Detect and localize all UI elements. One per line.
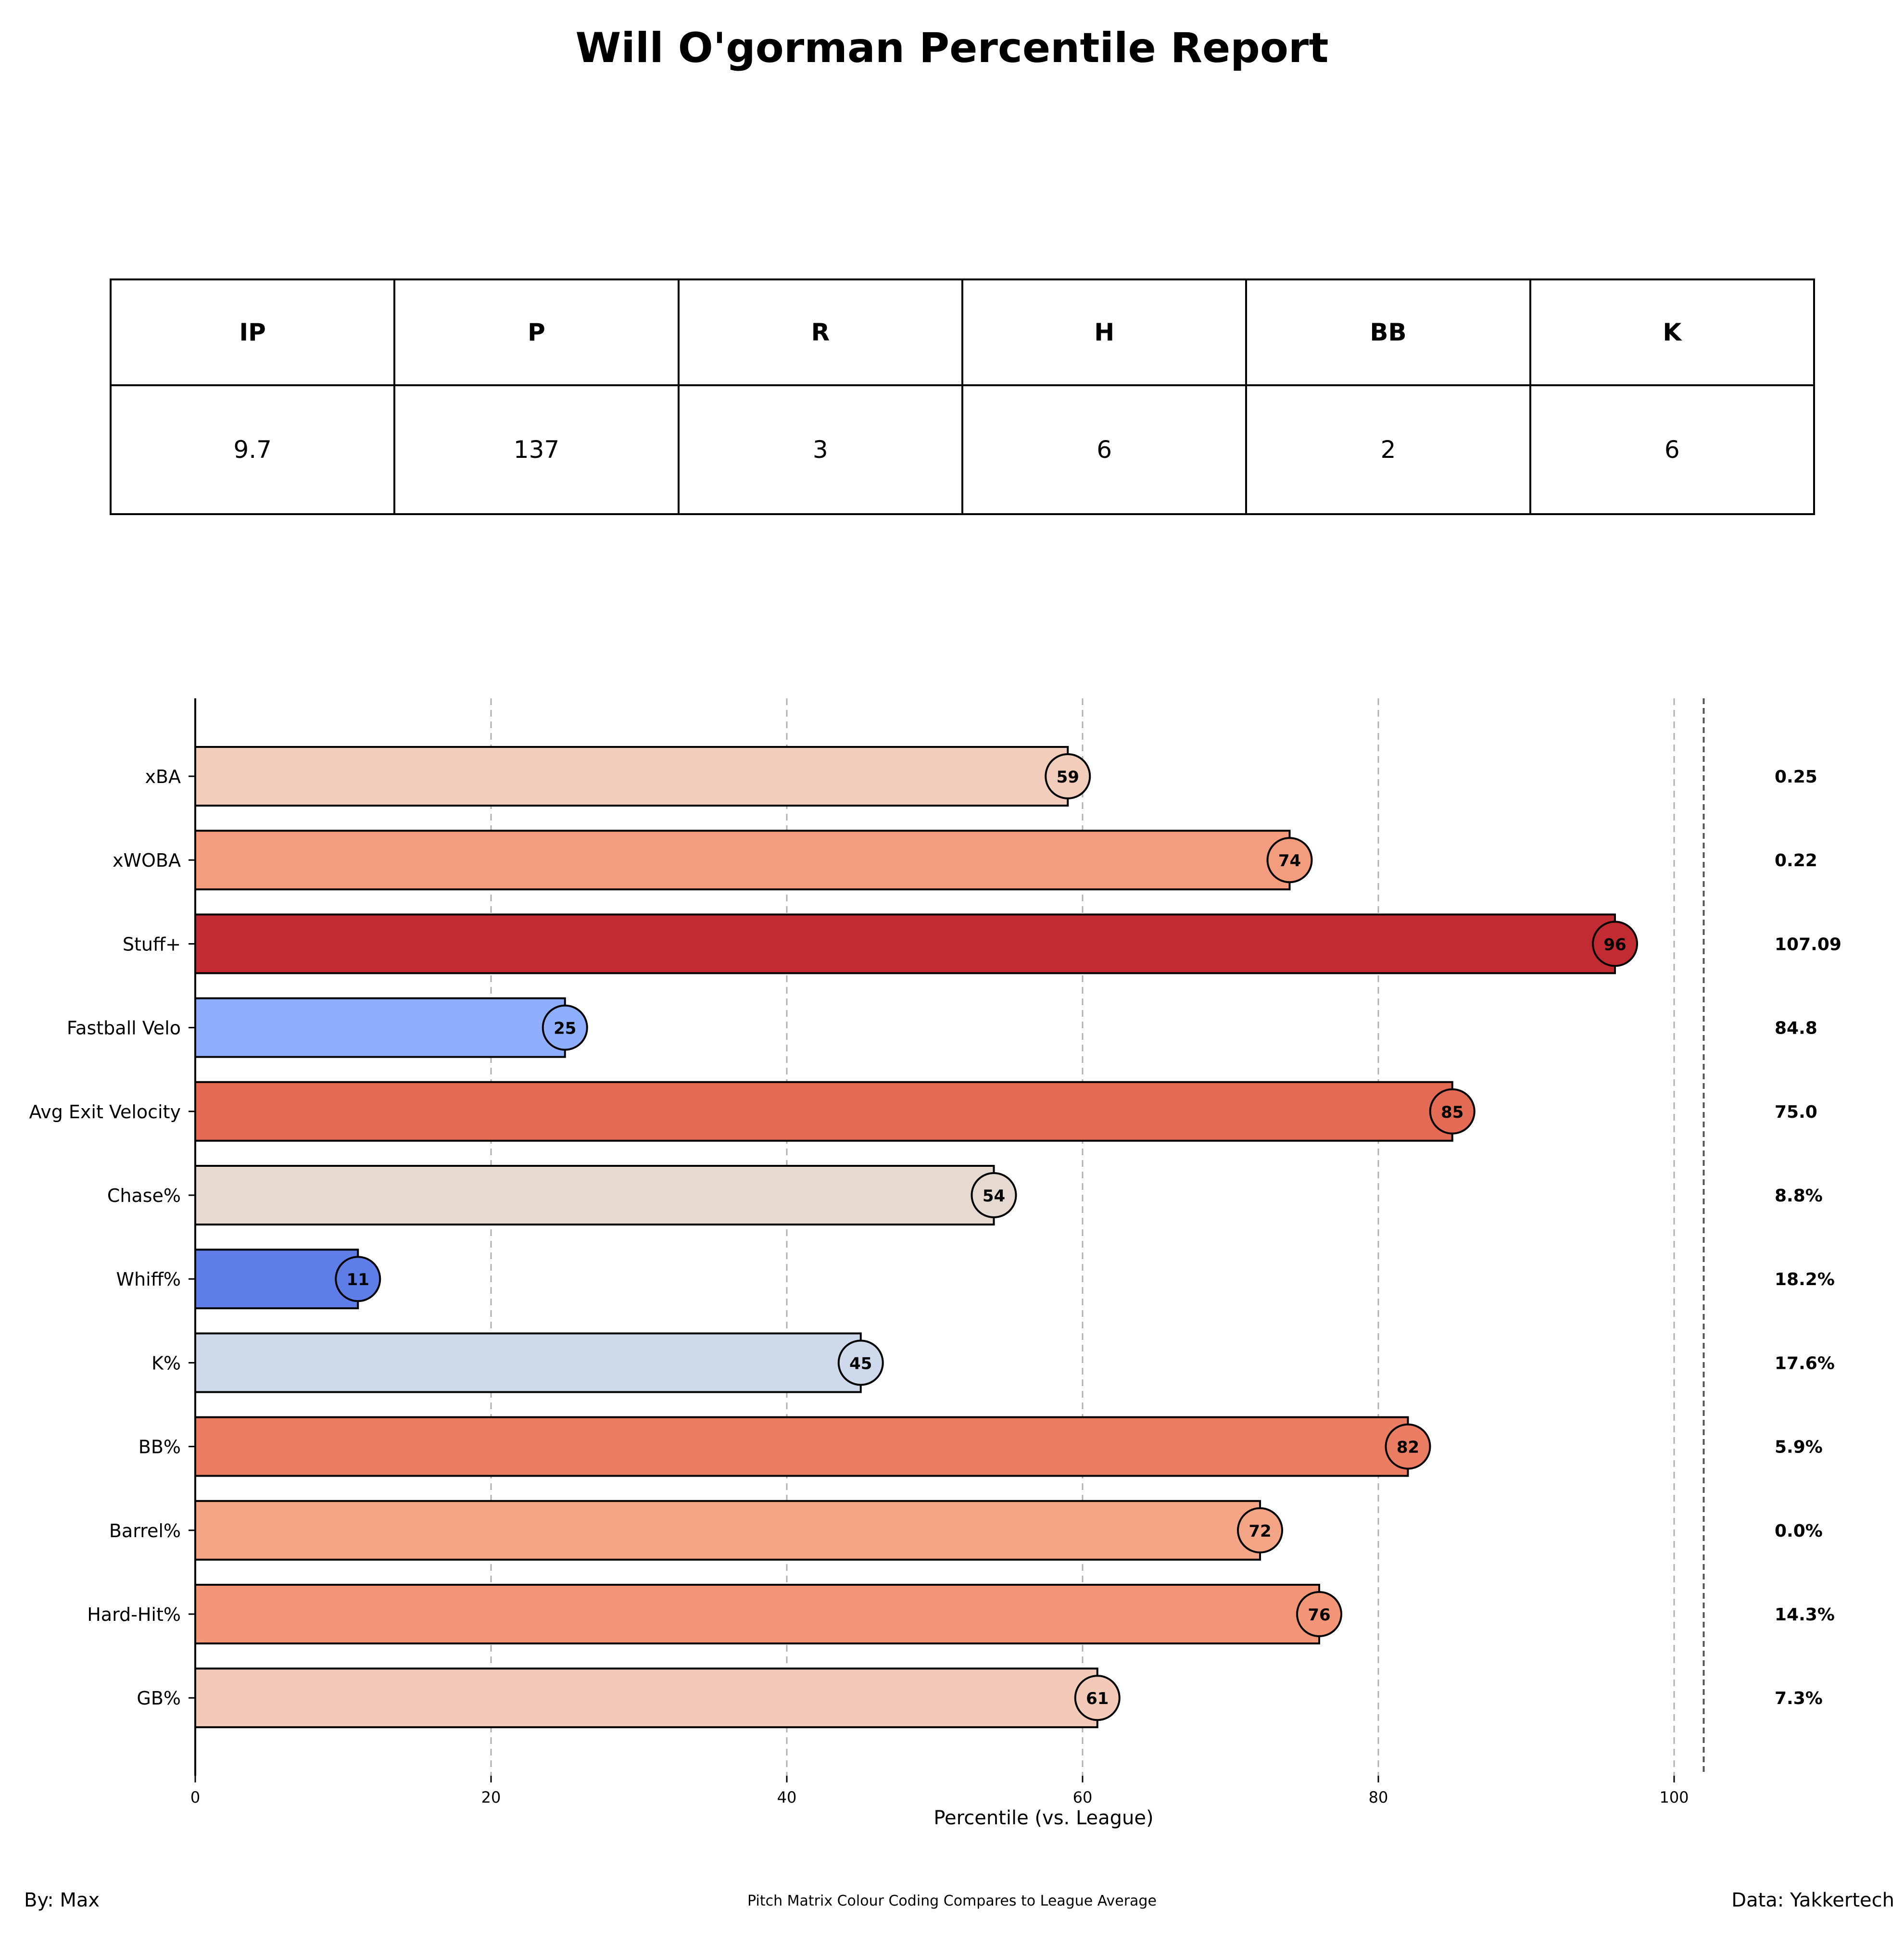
bar-value-label: 96	[1603, 935, 1626, 954]
category-label: xBA	[145, 766, 181, 787]
bar-value-label: 45	[849, 1354, 872, 1373]
stats-value-cell: 6	[961, 384, 1248, 515]
bar	[194, 1416, 1409, 1477]
stats-header-cell: R	[677, 278, 963, 386]
page-title: Will O'gorman Percentile Report	[575, 24, 1329, 72]
x-tick-label: 80	[1369, 1788, 1388, 1806]
category-label: Chase%	[107, 1185, 181, 1206]
x-tick-label: 40	[777, 1788, 797, 1806]
category-label: GB%	[137, 1688, 181, 1709]
raw-stat-label: 0.22	[1775, 851, 1817, 871]
raw-stat-label: 75.0	[1775, 1102, 1817, 1122]
bar-end-marker	[1592, 921, 1638, 967]
bar-end-marker	[1237, 1507, 1283, 1553]
category-label: Whiff%	[116, 1269, 181, 1290]
bar-value-label: 59	[1057, 768, 1079, 787]
bar-end-marker	[1266, 837, 1313, 884]
axes: 0 20 40 60 80 100 xBA xWOBA Stuff+ Fastball Velo A…	[29, 698, 1689, 1806]
raw-stat-label: 17.6%	[1775, 1353, 1835, 1373]
raw-stat-label: 84.8	[1775, 1019, 1817, 1038]
raw-stat-label: 14.3%	[1775, 1605, 1835, 1625]
raw-stat-label: 0.25	[1775, 767, 1817, 787]
bar-value-label: 82	[1397, 1438, 1419, 1457]
bar	[194, 1165, 995, 1225]
stats-value-cell: 9.7	[109, 384, 396, 515]
stats-header-cell: IP	[109, 278, 396, 386]
bars: 59 0.25 74 0.22 96 107.09 25 84.8 85 75.0 54 8.8% 11…	[194, 746, 1841, 1729]
bar-end-marker	[1074, 1675, 1121, 1721]
bar	[194, 1081, 1453, 1142]
stats-header-cell: BB	[1245, 278, 1531, 386]
bar-end-marker	[837, 1339, 884, 1386]
raw-stat-label: 18.2%	[1775, 1270, 1835, 1289]
bar	[194, 913, 1616, 974]
category-label: Barrel%	[109, 1520, 181, 1541]
stats-value-cell: 2	[1245, 384, 1531, 515]
raw-stat-label: 107.09	[1775, 935, 1841, 954]
x-tick-label: 20	[481, 1788, 501, 1806]
bar	[194, 746, 1069, 807]
category-label: K%	[151, 1352, 181, 1374]
raw-stat-label: 7.3%	[1775, 1689, 1823, 1708]
bar	[194, 1500, 1261, 1561]
category-label: Avg Exit Velocity	[29, 1101, 181, 1123]
category-label: BB%	[139, 1437, 181, 1458]
category-label: xWOBA	[113, 850, 181, 871]
bar-end-marker	[335, 1256, 381, 1302]
raw-stat-label: 5.9%	[1775, 1438, 1823, 1457]
raw-stat-label: 0.0%	[1775, 1521, 1823, 1541]
bar	[194, 830, 1291, 891]
stats-header-cell: K	[1529, 278, 1816, 386]
stats-value-row: 9.7 137 3 6 2 6	[109, 384, 1816, 515]
bar-value-label: 74	[1278, 851, 1301, 871]
bar	[194, 1667, 1098, 1729]
bar	[194, 1249, 359, 1310]
raw-stat-label: 8.8%	[1775, 1186, 1823, 1206]
footer-author: By: Max	[24, 1889, 100, 1911]
stats-header-cell: H	[961, 278, 1248, 386]
category-label: Fastball Velo	[67, 1018, 181, 1039]
bar-value-label: 54	[983, 1187, 1005, 1206]
x-tick-label: 0	[190, 1788, 200, 1806]
bar	[194, 997, 566, 1058]
bar-value-label: 72	[1248, 1522, 1271, 1541]
stats-value-cell: 137	[393, 384, 680, 515]
bar	[194, 1584, 1320, 1644]
x-tick-label: 100	[1659, 1788, 1689, 1806]
x-axis-label: Percentile (vs. League)	[933, 1807, 1153, 1829]
stats-table: IP P R H BB K 9.7 137 3 6 2 6	[109, 278, 1816, 515]
stats-header-row: IP P R H BB K	[109, 278, 1816, 386]
bar-value-label: 76	[1308, 1605, 1330, 1625]
category-label: Hard-Hit%	[87, 1604, 181, 1625]
footer-source: Data: Yakkertech	[1731, 1889, 1894, 1911]
stats-value-cell: 3	[677, 384, 963, 515]
bar-value-label: 11	[347, 1270, 369, 1289]
bar-end-marker	[1429, 1088, 1475, 1135]
bar	[194, 1332, 862, 1393]
bar-end-marker	[971, 1172, 1017, 1218]
stats-header-cell: P	[393, 278, 680, 386]
x-tick-label: 60	[1073, 1788, 1093, 1806]
bar-value-label: 61	[1086, 1689, 1109, 1708]
bar-end-marker	[542, 1004, 588, 1051]
bar-value-label: 85	[1441, 1103, 1463, 1122]
bar-end-marker	[1385, 1423, 1431, 1470]
bar-end-marker	[1296, 1591, 1342, 1637]
bar-end-marker	[1045, 753, 1091, 799]
bar-value-label: 25	[554, 1019, 576, 1038]
stats-value-cell: 6	[1529, 384, 1816, 515]
footer-note: Pitch Matrix Colour Coding Compares to L…	[747, 1893, 1157, 1909]
category-label: Stuff+	[123, 934, 181, 955]
